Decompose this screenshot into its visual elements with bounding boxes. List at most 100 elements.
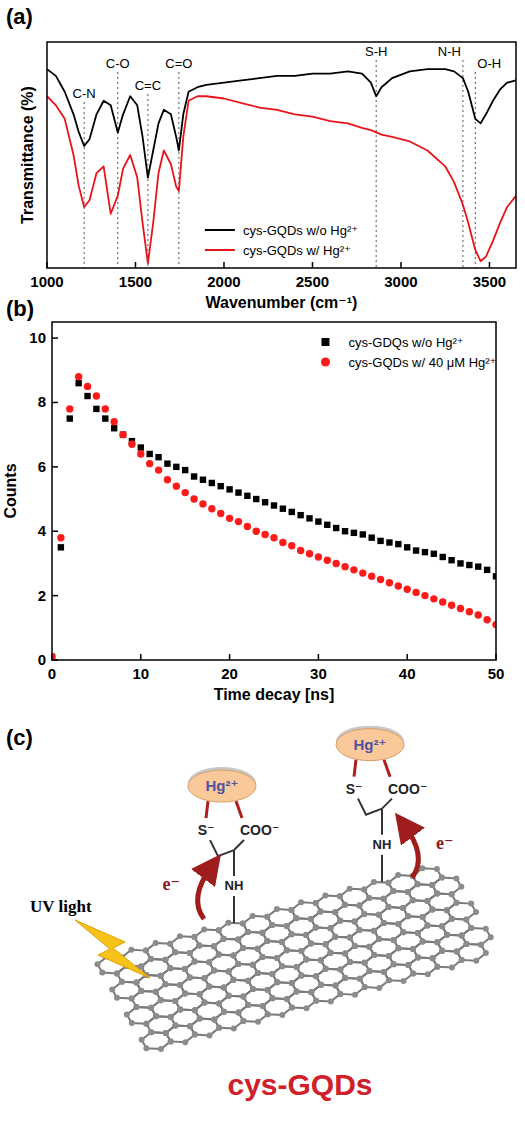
lattice-atom: [381, 896, 387, 902]
lattice-atom: [390, 888, 396, 894]
lattice-atom: [162, 957, 168, 963]
data-point: [262, 499, 268, 505]
lattice-atom: [274, 979, 280, 985]
data-point: [332, 560, 339, 567]
bond: [233, 850, 235, 876]
legend: cys-GQDs w/o Hg²⁺cys-GQDs w/ Hg²⁺: [205, 223, 358, 258]
lattice-atom: [211, 968, 217, 974]
lattice-atom: [308, 916, 314, 922]
data-point: [146, 451, 152, 457]
lattice-atom: [250, 962, 256, 968]
lattice-atom: [376, 912, 382, 918]
lattice-atom: [303, 932, 309, 938]
x-tick-label: 0: [48, 665, 56, 682]
uv-label: UV light: [30, 897, 92, 916]
lattice-atom: [405, 889, 411, 895]
lattice-atom: [235, 961, 241, 967]
lattice-atom: [269, 971, 275, 977]
lattice-atom: [148, 1005, 154, 1011]
data-point: [359, 569, 366, 576]
lattice-atom: [391, 937, 397, 943]
lattice-atom: [444, 907, 450, 913]
lattice-atom: [303, 957, 309, 963]
data-point: [75, 380, 81, 386]
lattice-atom: [216, 1000, 222, 1006]
lattice-atom: [468, 925, 474, 931]
lattice-atom: [211, 943, 217, 949]
lattice-atom: [163, 1030, 169, 1036]
lattice-atom: [172, 949, 178, 955]
lattice-atom: [342, 902, 348, 908]
lattice-atom: [308, 941, 314, 947]
lattice-atom: [415, 881, 421, 887]
data-point: [368, 573, 375, 580]
lattice-atom: [168, 1038, 174, 1044]
coordination-bond: [236, 801, 242, 818]
data-point: [377, 538, 383, 544]
lattice-atom: [299, 973, 305, 979]
x-tick: [140, 654, 142, 660]
lattice-atom: [318, 982, 324, 988]
lattice-atom: [434, 866, 440, 872]
lattice-atom: [274, 906, 280, 912]
lattice-atom: [415, 930, 421, 936]
lattice-atom: [420, 914, 426, 920]
lattice-atom: [361, 911, 367, 917]
lattice-atom: [357, 927, 363, 933]
lattice-atom: [182, 966, 188, 972]
lattice-atom: [313, 900, 319, 906]
lattice-atom: [201, 975, 207, 981]
lattice-atom: [429, 882, 435, 888]
lattice-atom: [449, 916, 455, 922]
peak-guide: [462, 60, 463, 268]
lattice-atom: [284, 947, 290, 953]
x-tick-label: 40: [399, 665, 416, 682]
lattice-atom: [274, 979, 280, 985]
lattice-atom: [444, 932, 450, 938]
lattice-atom: [148, 1005, 154, 1011]
data-point: [386, 579, 393, 586]
lattice-atom: [211, 968, 217, 974]
lattice-atom: [148, 956, 154, 962]
lattice-atom: [318, 982, 324, 988]
lattice-atom: [386, 953, 392, 959]
lattice-atom: [400, 929, 406, 935]
lattice-atom: [410, 946, 416, 952]
lattice-atom: [240, 921, 246, 927]
lattice-atom: [143, 948, 149, 954]
lattice-atom: [464, 941, 470, 947]
data-point: [404, 544, 410, 550]
lattice-atom: [187, 974, 193, 980]
lattice-atom: [299, 973, 305, 979]
lattice-atom: [221, 984, 227, 990]
lattice-atom: [356, 903, 362, 909]
lattice-atom: [211, 1016, 217, 1022]
x-tick-label: 1000: [30, 273, 63, 290]
lattice-atom: [386, 977, 392, 983]
data-point: [137, 450, 144, 457]
lattice-atom: [182, 1039, 188, 1045]
lattice-atom: [376, 912, 382, 918]
lattice-atom: [483, 950, 489, 956]
ion-shape: [188, 770, 256, 802]
lattice-atom: [459, 933, 465, 939]
lattice-atom: [434, 939, 440, 945]
lattice-atom: [240, 921, 246, 927]
y-axis-title: Counts: [2, 463, 19, 518]
lattice-atom: [250, 986, 256, 992]
lattice-atom: [429, 882, 435, 888]
data-point: [351, 530, 357, 536]
lattice-atom: [177, 982, 183, 988]
lattice-atom: [226, 993, 232, 999]
lattice-atom: [381, 920, 387, 926]
lattice-atom: [192, 1007, 198, 1013]
lattice-atom: [420, 939, 426, 945]
lattice-atom: [391, 937, 397, 943]
lattice-atom: [303, 957, 309, 963]
lattice-atom: [303, 932, 309, 938]
lattice-atom: [158, 997, 164, 1003]
x-tick-label: 30: [310, 665, 327, 682]
lattice-atom: [216, 1000, 222, 1006]
lattice-atom: [396, 945, 402, 951]
graphene-sheet: [95, 865, 494, 1052]
